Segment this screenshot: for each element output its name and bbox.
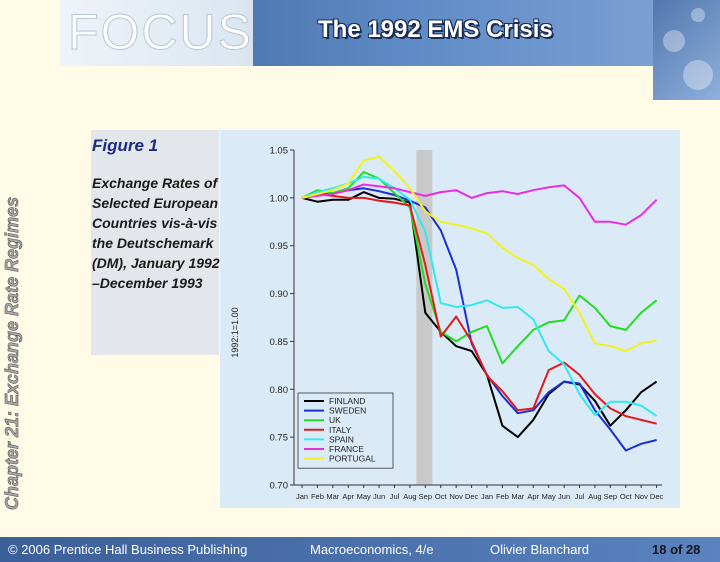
x-tick-label: Jun — [558, 492, 570, 501]
legend-label: PORTUGAL — [329, 454, 376, 464]
y-axis-label: 1992:1=1.00 — [230, 307, 240, 357]
legend-label: SPAIN — [329, 434, 354, 444]
chapter-title: Chapter 21: Exchange Rate Regimes — [2, 196, 23, 511]
legend-label: SWEDEN — [329, 406, 366, 416]
x-tick-label: Jan — [296, 492, 308, 501]
x-tick-label: Apr — [527, 492, 539, 501]
slide-title: The 1992 EMS Crisis — [318, 16, 553, 43]
x-tick-label: Nov — [635, 492, 649, 501]
x-tick-label: Jul — [575, 492, 585, 501]
page-number: 18 of 28 — [652, 542, 701, 557]
x-tick-label: Aug — [403, 492, 416, 501]
x-tick-label: Sep — [419, 492, 432, 501]
y-tick-label: 1.00 — [270, 193, 289, 204]
x-tick-label: Feb — [496, 492, 509, 501]
figure-caption: Exchange Rates of Selected European Coun… — [92, 175, 220, 291]
y-tick-label: 0.95 — [270, 241, 289, 252]
y-tick-label: 0.75 — [270, 433, 289, 444]
series-line-spain — [301, 175, 658, 417]
x-tick-label: Aug — [588, 492, 601, 501]
chart-area: 0.70 0.75 0.80 0.85 0.90 0.95 1.00 1.05 Jan Feb Ma… — [220, 130, 680, 508]
legend-label: FINLAND — [329, 396, 365, 406]
legend-label: ITALY — [329, 425, 352, 435]
x-tick-label: Oct — [620, 492, 633, 501]
x-tick-label: Jan — [481, 492, 493, 501]
title-banner — [253, 0, 653, 66]
footer: © 2006 Prentice Hall Business Publishing… — [0, 537, 720, 562]
series-line-finland — [301, 191, 658, 439]
legend-label: FRANCE — [329, 444, 364, 454]
series-line-uk — [301, 171, 658, 365]
footer-copyright: © 2006 Prentice Hall Business Publishing — [8, 542, 248, 557]
x-tick-label: Sep — [604, 492, 617, 501]
caption-box — [91, 130, 219, 355]
x-tick-label: Jun — [373, 492, 385, 501]
series-line-france — [301, 183, 658, 226]
x-tick-label: Mar — [511, 492, 524, 501]
y-tick-label: 0.70 — [270, 481, 289, 492]
x-tick-label: Feb — [311, 492, 324, 501]
legend-label: UK — [329, 415, 341, 425]
decorative-dot — [683, 60, 713, 90]
footer-book: Macroeconomics, 4/e — [310, 542, 434, 557]
y-tick-label: 0.90 — [270, 289, 289, 300]
x-tick-label: May — [542, 492, 556, 501]
decorative-dot — [663, 30, 685, 52]
decorative-strip — [653, 0, 720, 100]
y-tick-label: 1.05 — [270, 146, 289, 157]
x-tick-label: Mar — [326, 492, 339, 501]
y-tick-label: 0.85 — [270, 337, 289, 348]
x-tick-label: Nov — [450, 492, 464, 501]
series-line-portugal — [301, 155, 657, 352]
crisis-shading — [416, 150, 433, 485]
y-tick-label: 0.80 — [270, 385, 289, 396]
x-tick-label: Apr — [342, 492, 354, 501]
series-line-italy — [301, 193, 657, 425]
decorative-dot — [691, 8, 705, 22]
footer-author: Olivier Blanchard — [490, 542, 589, 557]
x-tick-label: Jul — [390, 492, 400, 501]
x-tick-label: Dec — [465, 492, 479, 501]
x-tick-label: Oct — [435, 492, 448, 501]
x-tick-label: May — [357, 492, 371, 501]
focus-label: FOCUS — [68, 4, 253, 61]
x-tick-label: Dec — [650, 492, 664, 501]
figure-label: Figure 1 — [92, 136, 159, 155]
